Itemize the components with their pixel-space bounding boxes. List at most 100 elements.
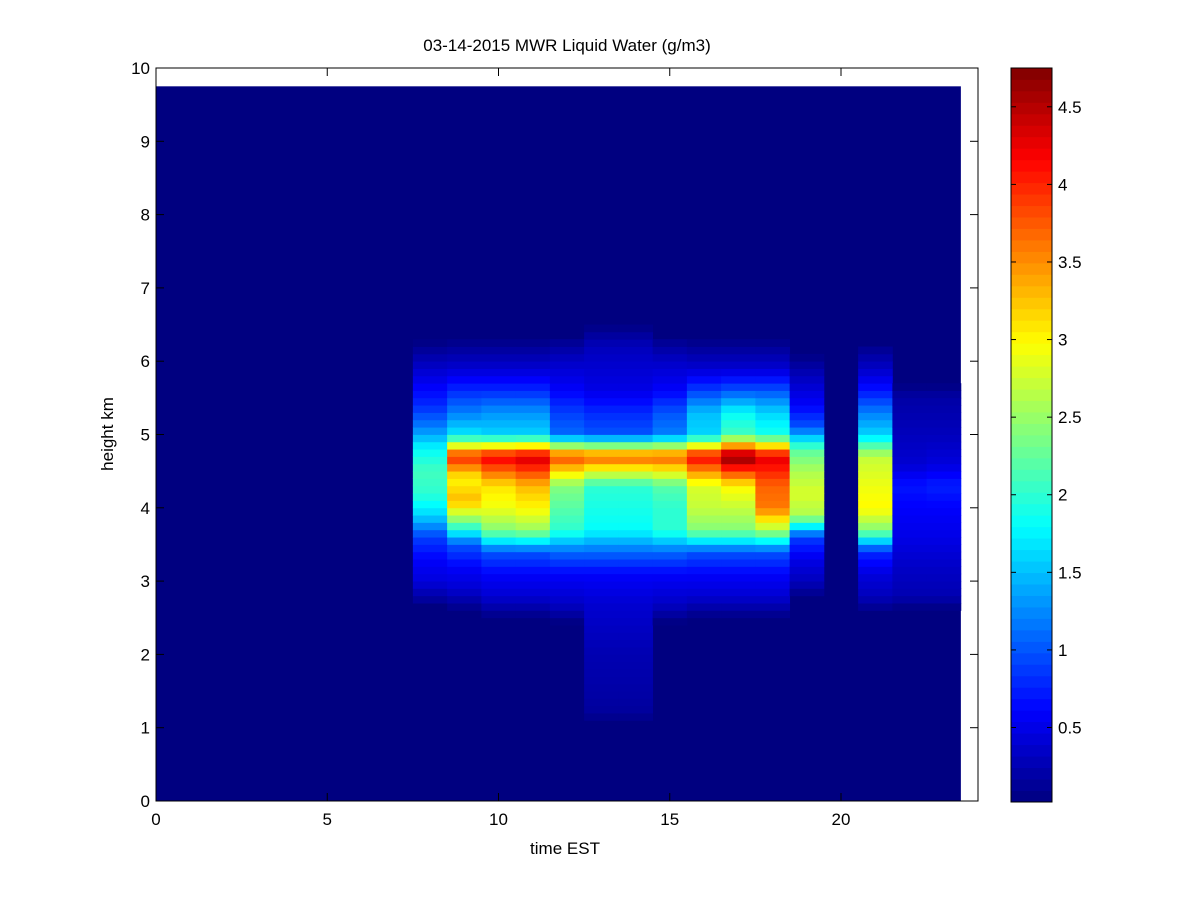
heatmap-cell (755, 507, 791, 516)
heatmap-cell (412, 346, 448, 355)
colorbar-band (1011, 343, 1052, 356)
heatmap-cell (652, 383, 688, 391)
colorbar-band (1011, 240, 1052, 252)
heatmap-cell (858, 368, 893, 377)
heatmap-cell (618, 647, 654, 655)
heatmap-cell (584, 603, 619, 611)
colorbar-band (1011, 217, 1052, 229)
heatmap-cell (686, 603, 722, 611)
heatmap-cell (412, 493, 448, 501)
heatmap-cell (858, 544, 893, 553)
heatmap-cell (412, 588, 448, 597)
colorbar-band (1011, 480, 1052, 493)
colorbar-band (1011, 90, 1052, 103)
heatmap-cell (584, 346, 619, 355)
heatmap-cell (858, 566, 893, 575)
heatmap-cell (652, 419, 688, 428)
heatmap-cell (789, 368, 825, 377)
heatmap-cell (481, 529, 517, 538)
heatmap-cell (549, 412, 585, 421)
heatmap-cell (652, 427, 688, 435)
heatmap-cell (789, 375, 825, 384)
heatmap-cell (412, 544, 448, 553)
heatmap-cell (412, 515, 448, 523)
heatmap-cell (618, 375, 654, 384)
colorbar-band (1011, 469, 1052, 482)
heatmap-cell (789, 588, 825, 597)
heatmap-cell (755, 383, 791, 391)
heatmap-cell (652, 375, 688, 384)
heatmap-cell (789, 559, 825, 567)
heatmap-cell (858, 463, 893, 472)
heatmap-cell (721, 427, 756, 435)
heatmap-cell (721, 493, 756, 501)
heatmap-cell (686, 397, 722, 406)
heatmap-cell (721, 573, 756, 582)
heatmap-cell (926, 427, 962, 435)
heatmap-cell (481, 397, 517, 406)
heatmap-cell (789, 566, 825, 575)
heatmap-cell (721, 485, 756, 494)
heatmap-cell (447, 544, 482, 553)
colorbar-band (1011, 675, 1052, 688)
heatmap-cell (721, 397, 756, 406)
heatmap-cell (618, 500, 654, 509)
heatmap-cell (584, 478, 619, 487)
heatmap-cell (721, 544, 756, 553)
y-tick-label: 1 (141, 719, 150, 738)
heatmap-cell (892, 383, 928, 391)
heatmap-cell (926, 419, 962, 428)
x-tick-label: 0 (151, 810, 160, 829)
heatmap-cell (549, 573, 585, 582)
heatmap-cell (755, 353, 791, 362)
heatmap-cell (755, 603, 791, 611)
heatmap-cell (618, 559, 654, 567)
heatmap-cell (549, 544, 585, 553)
heatmap-cell (789, 471, 825, 479)
y-axis-ticks: 0 1 2 3 4 5 6 7 8 9 10 (131, 59, 978, 811)
heatmap-cell (447, 441, 482, 450)
heatmap-cell (858, 419, 893, 428)
heatmap-cell (652, 463, 688, 472)
heatmap-cell (549, 603, 585, 611)
colorbar-band (1011, 412, 1052, 424)
heatmap-cell (721, 375, 756, 384)
heatmap-cell (447, 559, 482, 567)
heatmap-cell (515, 595, 551, 604)
colorbar-tick-label: 1.5 (1058, 563, 1082, 582)
heatmap-cell (618, 566, 654, 575)
heatmap-cell (858, 434, 893, 443)
heatmap-cell (755, 419, 791, 428)
colorbar-band (1011, 125, 1052, 138)
colorbar-band (1011, 561, 1052, 574)
heatmap-cell (618, 449, 654, 457)
heatmap-cell (412, 383, 448, 391)
heatmap-cell (686, 449, 722, 457)
heatmap-cell (481, 346, 517, 355)
heatmap-cell (652, 449, 688, 457)
y-tick-label: 5 (141, 426, 150, 445)
heatmap-cell (412, 390, 448, 399)
heatmap-cell (755, 573, 791, 582)
heatmap-cell (618, 353, 654, 362)
heatmap-cell (721, 581, 756, 589)
heatmap-cell (584, 449, 619, 457)
colorbar-band (1011, 285, 1052, 298)
heatmap-cell (652, 434, 688, 443)
heatmap-cell (892, 588, 928, 597)
heatmap-cell (926, 573, 962, 582)
colorbar-band (1011, 572, 1052, 585)
heatmap-cell (926, 559, 962, 567)
heatmap-cell (481, 419, 517, 428)
heatmap-cell (618, 654, 654, 663)
heatmap-cell (926, 551, 962, 560)
heatmap-cell (892, 485, 928, 494)
heatmap-cell (721, 383, 756, 391)
heatmap-cell (549, 537, 585, 545)
heatmap-cell (789, 485, 825, 494)
heatmap-cell (584, 383, 619, 391)
heatmap-cell (447, 427, 482, 435)
heatmap-cell (926, 405, 962, 413)
heatmap-cell (652, 405, 688, 413)
heatmap-cell (447, 405, 482, 413)
